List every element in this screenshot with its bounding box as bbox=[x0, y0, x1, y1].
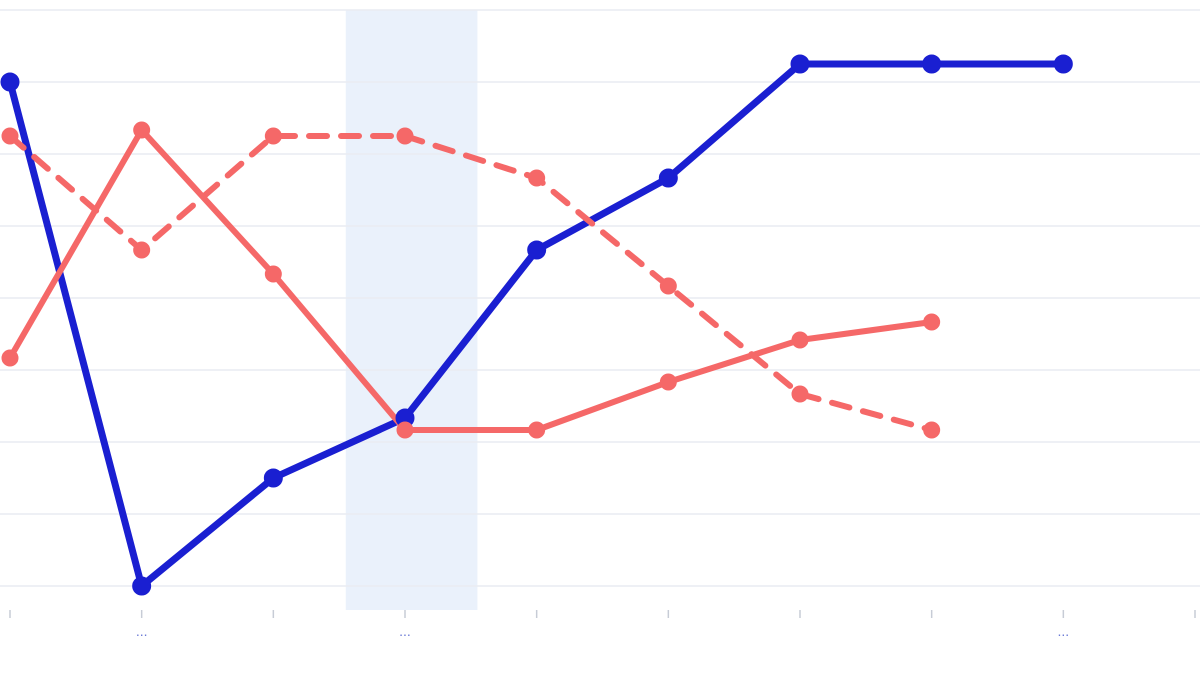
series-marker-red-solid bbox=[397, 422, 413, 438]
series-marker-red-dashed bbox=[134, 242, 150, 258]
series-marker-blue-solid bbox=[1054, 55, 1072, 73]
series-marker-blue-solid bbox=[791, 55, 809, 73]
series-marker-red-dashed bbox=[397, 128, 413, 144]
chart-background bbox=[0, 0, 1200, 675]
series-marker-red-solid bbox=[2, 350, 18, 366]
series-marker-red-dashed bbox=[792, 386, 808, 402]
series-marker-red-solid bbox=[529, 422, 545, 438]
line-chart: ......... bbox=[0, 0, 1200, 675]
series-marker-red-dashed bbox=[924, 422, 940, 438]
highlight-band bbox=[346, 10, 478, 610]
series-marker-blue-solid bbox=[659, 169, 677, 187]
series-marker-red-solid bbox=[265, 266, 281, 282]
series-marker-blue-solid bbox=[133, 577, 151, 595]
series-marker-red-solid bbox=[134, 122, 150, 138]
series-marker-red-dashed bbox=[2, 128, 18, 144]
series-marker-red-dashed bbox=[660, 278, 676, 294]
x-tick-ellipsis: ... bbox=[1057, 623, 1069, 639]
series-marker-red-solid bbox=[924, 314, 940, 330]
series-marker-red-solid bbox=[792, 332, 808, 348]
series-marker-red-dashed bbox=[529, 170, 545, 186]
x-tick-ellipsis: ... bbox=[136, 623, 148, 639]
chart-svg: ......... bbox=[0, 0, 1200, 675]
x-tick-ellipsis: ... bbox=[399, 623, 411, 639]
series-marker-blue-solid bbox=[264, 469, 282, 487]
series-marker-blue-solid bbox=[1, 73, 19, 91]
series-marker-red-solid bbox=[660, 374, 676, 390]
series-marker-blue-solid bbox=[923, 55, 941, 73]
series-marker-red-dashed bbox=[265, 128, 281, 144]
series-marker-blue-solid bbox=[528, 241, 546, 259]
